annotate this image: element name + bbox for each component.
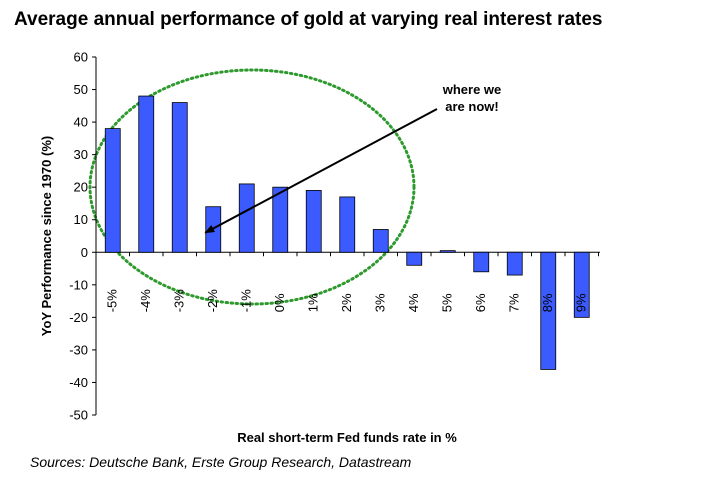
y-tick-label: 30 [74,147,88,162]
x-tick-label: -3% [172,289,187,313]
bar-9% [573,251,590,318]
y-tick-label: -30 [69,342,88,357]
y-tick-label: -50 [69,408,88,423]
bar-5% [439,250,456,253]
x-tick-label: 0% [272,293,287,312]
bar-2% [339,196,356,253]
bar--1% [238,183,255,253]
annotation-line: where we [442,82,502,97]
x-tick-label: 5% [440,293,455,312]
x-tick-label: 6% [473,293,488,312]
y-tick-label: -10 [69,277,88,292]
annotation-arrow [204,108,438,234]
x-tick-label: -4% [138,289,153,313]
x-tick-label: 2% [339,293,354,312]
annotation-text: where we are now! [442,82,502,114]
x-tick-label: -5% [105,289,120,313]
bar--5% [104,128,121,253]
annotation-line: are now! [445,99,498,114]
bar-4% [406,251,423,266]
x-axis-title: Real short-term Fed funds rate in % [237,430,457,445]
x-tick-label: 4% [406,293,421,312]
x-tick-label: 3% [373,293,388,312]
bar-8% [540,251,557,370]
bar-3% [372,229,389,253]
source-note: Sources: Deutsche Bank, Erste Group Rese… [30,454,412,470]
y-tick-label: 0 [81,245,88,260]
y-tick-label: 10 [74,212,88,227]
x-tick-label: 8% [540,293,555,312]
x-tick-label: 9% [574,293,589,312]
bar--4% [138,95,155,253]
bar--3% [171,102,188,253]
y-axis-title: YoY Performance since 1970 (%) [39,136,54,336]
y-tick-label: -40 [69,375,88,390]
x-tick-label: -1% [239,289,254,313]
bar-0% [272,186,289,253]
bar-6% [473,251,490,273]
bar-7% [506,251,523,276]
bar-1% [305,190,322,253]
y-tick-label: 60 [74,50,88,65]
y-tick-label: -20 [69,310,88,325]
y-tick-label: 50 [74,82,88,97]
y-tick-label: 20 [74,180,88,195]
chart-title: Average annual performance of gold at va… [14,9,603,30]
x-tick-label: 1% [306,293,321,312]
x-tick-label: -2% [205,289,220,313]
y-tick-label: 40 [74,115,88,130]
highlight-ellipse [88,68,416,306]
x-tick-label: 7% [507,293,522,312]
